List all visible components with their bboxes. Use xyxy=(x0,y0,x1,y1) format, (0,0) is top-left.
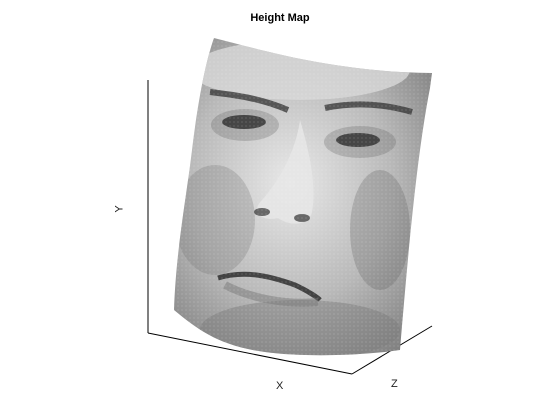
mesh-overlay xyxy=(174,38,432,356)
height-map-surface[interactable] xyxy=(160,30,450,370)
z-axis-label: Z xyxy=(391,378,398,390)
y-axis-label: Y xyxy=(113,205,126,213)
x-axis-label: X xyxy=(276,380,284,392)
x-axis-line xyxy=(147,332,353,375)
plot-title: Height Map xyxy=(250,12,310,24)
